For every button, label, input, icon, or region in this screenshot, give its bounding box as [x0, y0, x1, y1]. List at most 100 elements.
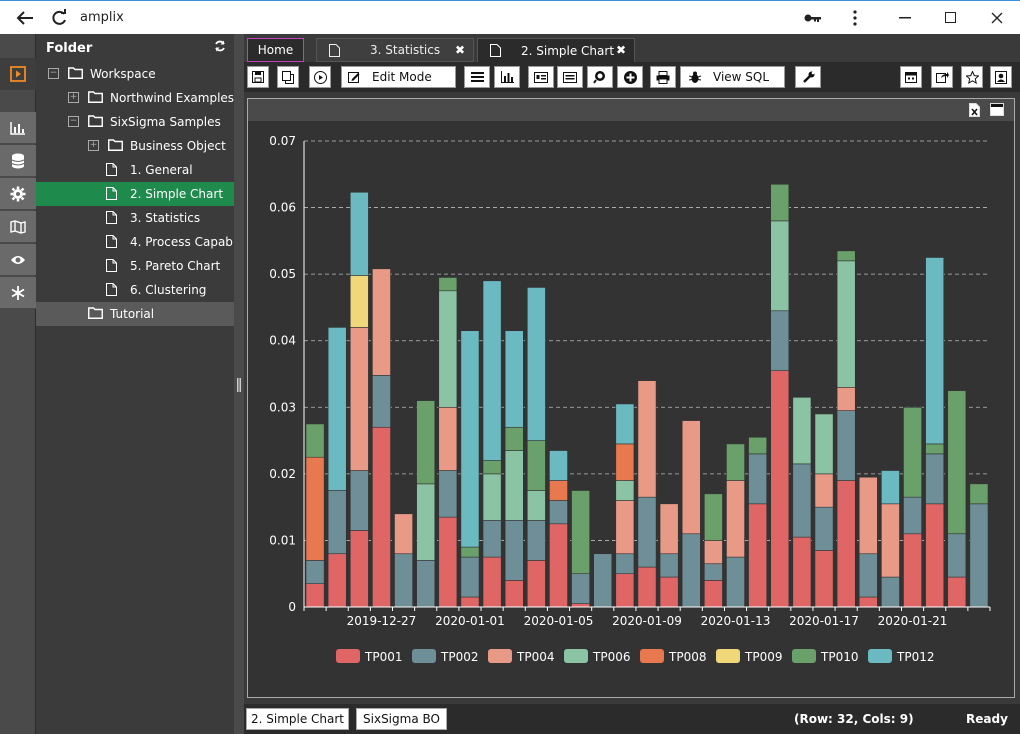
bar-segment — [681, 533, 701, 608]
settings-panel-icon[interactable] — [0, 178, 36, 210]
play-icon — [313, 70, 327, 84]
tree-item[interactable]: 2. Simple Chart — [36, 182, 234, 206]
collapse-icon[interactable]: − — [68, 116, 79, 127]
print-button[interactable] — [650, 66, 676, 88]
bar-segment — [969, 503, 989, 608]
tree-item[interactable]: 4. Process Capability — [36, 230, 255, 254]
tab-home-label: Home — [257, 43, 294, 57]
database-panel-icon[interactable] — [0, 145, 36, 177]
tree-item[interactable]: Tutorial — [36, 302, 234, 326]
tree-item[interactable]: + Northwind Examples — [36, 86, 234, 110]
user-button[interactable] — [990, 66, 1012, 88]
play-panel-icon[interactable] — [0, 58, 36, 90]
table-view-button[interactable] — [464, 66, 490, 88]
share-button[interactable] — [931, 66, 953, 88]
favorite-button[interactable] — [961, 66, 983, 88]
bar-segment — [814, 473, 834, 508]
tree-item[interactable]: − Workspace — [36, 62, 234, 86]
bar-segment — [549, 480, 568, 501]
card-view-button[interactable] — [528, 66, 554, 88]
bar-segment — [947, 533, 967, 578]
save-button[interactable] — [247, 66, 269, 88]
view-sql-button[interactable]: View SQL — [680, 66, 785, 88]
status-tab-simple-chart[interactable]: 2. Simple Chart — [246, 708, 349, 730]
snowflake-panel-icon[interactable] — [0, 277, 36, 309]
tools-button[interactable] — [795, 66, 821, 88]
tab-simple-chart[interactable]: 2. Simple Chart ✖ — [477, 38, 635, 62]
tab-home[interactable]: Home — [247, 38, 304, 62]
tree-item[interactable]: 6. Clustering — [36, 278, 234, 302]
close-tab-icon[interactable]: ✖ — [615, 43, 626, 57]
bar-segment — [504, 426, 524, 451]
bar-segment — [349, 191, 369, 276]
bar-segment — [637, 566, 657, 608]
add-button[interactable] — [617, 66, 643, 88]
schedule-button[interactable] — [900, 66, 922, 88]
tree-item[interactable]: 5. Pareto Chart — [36, 254, 234, 278]
tree-item-label: Business Object — [130, 139, 226, 153]
status-bar: 2. Simple Chart SixSigma BO (Row: 32, Co… — [244, 704, 1020, 734]
folder-sidebar: Folder − Workspace + Northwind Examples − Six… — [36, 34, 255, 734]
tree-item[interactable]: 3. Statistics — [36, 206, 234, 230]
close-tab-icon[interactable]: ✖ — [454, 43, 465, 57]
key-icon[interactable] — [800, 5, 826, 31]
bar-segment — [460, 596, 480, 608]
bar-segment — [571, 573, 590, 604]
y-tick-label: 0.04 — [269, 334, 296, 348]
maximize-panel-icon[interactable] — [990, 103, 1004, 116]
legend-swatch — [412, 649, 436, 663]
legend-swatch — [640, 649, 664, 663]
bar-segment — [504, 520, 524, 581]
close-window-icon[interactable] — [984, 5, 1010, 31]
tree-item-label: Workspace — [90, 67, 156, 81]
bar-segment — [416, 560, 436, 608]
tree-item[interactable]: − SixSigma Samples — [36, 110, 234, 134]
bar-segment — [748, 436, 768, 455]
app-title: amplix — [80, 10, 124, 25]
legend-label: TP009 — [744, 650, 782, 664]
bar-segment — [416, 400, 436, 485]
eye-panel-icon[interactable] — [0, 244, 36, 276]
status-tab-sixsigma-bo[interactable]: SixSigma BO — [356, 708, 447, 730]
refresh-folder-icon[interactable] — [214, 40, 226, 56]
legend-label: TP004 — [516, 650, 554, 664]
panel-splitter[interactable] — [234, 34, 244, 734]
bar-segment — [814, 506, 834, 551]
chart-panel-icon[interactable] — [0, 112, 36, 144]
chart-view-button[interactable] — [494, 66, 520, 88]
more-options-icon[interactable] — [842, 5, 868, 31]
x-tick-label: 2020-01-01 — [435, 614, 505, 628]
bar-segment — [836, 250, 856, 262]
share-icon — [935, 72, 949, 83]
back-icon[interactable] — [12, 5, 38, 31]
excel-export-icon[interactable] — [969, 103, 980, 117]
bar-segment — [327, 553, 347, 608]
form-view-button[interactable] — [557, 66, 583, 88]
search-button[interactable] — [587, 66, 613, 88]
tree-item[interactable]: 1. General — [36, 158, 234, 182]
expand-icon[interactable]: + — [88, 140, 99, 151]
edit-mode-button[interactable]: Edit Mode — [341, 66, 456, 88]
bar-segment — [526, 440, 546, 491]
copy-button[interactable] — [277, 66, 299, 88]
reload-icon[interactable] — [46, 5, 72, 31]
maximize-icon[interactable] — [938, 5, 964, 31]
collapse-icon[interactable]: − — [48, 68, 59, 79]
bar-segment — [372, 375, 391, 428]
expand-icon[interactable]: + — [68, 92, 79, 103]
stacked-bar-chart: 0 0.01 0.02 0.03 0.04 0.05 0.06 0.07 2019-12-27 2… — [269, 134, 991, 664]
bar-segment — [615, 500, 635, 555]
run-button[interactable] — [309, 66, 331, 88]
bar-segment — [858, 476, 878, 555]
minimize-icon[interactable] — [892, 5, 918, 31]
splitter-grip-icon[interactable] — [237, 378, 241, 392]
bar-segment — [327, 490, 347, 555]
tree-item[interactable]: + Business Object — [36, 134, 234, 158]
map-panel-icon[interactable] — [0, 211, 36, 243]
bar-segment — [438, 470, 458, 518]
bar-segment — [549, 523, 568, 608]
bar-segment — [394, 513, 413, 555]
bar-segment — [482, 556, 502, 608]
x-tick-label: 2019-12-27 — [347, 614, 417, 628]
tab-statistics[interactable]: 3. Statistics ✖ — [316, 38, 474, 62]
